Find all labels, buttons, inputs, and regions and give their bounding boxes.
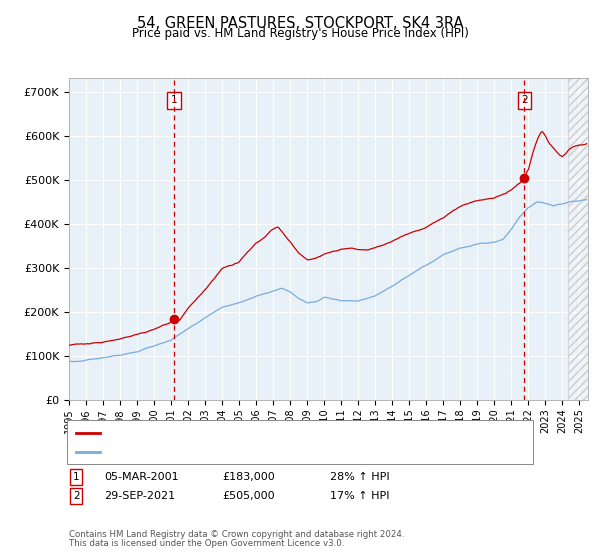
Text: 17% ↑ HPI: 17% ↑ HPI xyxy=(330,491,389,501)
Text: 29-SEP-2021: 29-SEP-2021 xyxy=(104,491,175,501)
Text: Price paid vs. HM Land Registry's House Price Index (HPI): Price paid vs. HM Land Registry's House … xyxy=(131,27,469,40)
Text: 1: 1 xyxy=(73,472,80,482)
Text: Contains HM Land Registry data © Crown copyright and database right 2024.: Contains HM Land Registry data © Crown c… xyxy=(69,530,404,539)
Text: 54, GREEN PASTURES, STOCKPORT, SK4 3RA (detached house): 54, GREEN PASTURES, STOCKPORT, SK4 3RA (… xyxy=(105,428,432,438)
Text: 05-MAR-2001: 05-MAR-2001 xyxy=(104,472,178,482)
Text: £505,000: £505,000 xyxy=(222,491,275,501)
Text: 1: 1 xyxy=(170,95,178,105)
Text: £183,000: £183,000 xyxy=(222,472,275,482)
Text: HPI: Average price, detached house, Stockport: HPI: Average price, detached house, Stoc… xyxy=(105,447,349,457)
Text: 2: 2 xyxy=(73,491,80,501)
Text: 2: 2 xyxy=(521,95,527,105)
Text: This data is licensed under the Open Government Licence v3.0.: This data is licensed under the Open Gov… xyxy=(69,539,344,548)
Bar xyxy=(568,78,588,400)
Text: 28% ↑ HPI: 28% ↑ HPI xyxy=(330,472,389,482)
Text: 54, GREEN PASTURES, STOCKPORT, SK4 3RA: 54, GREEN PASTURES, STOCKPORT, SK4 3RA xyxy=(137,16,463,31)
